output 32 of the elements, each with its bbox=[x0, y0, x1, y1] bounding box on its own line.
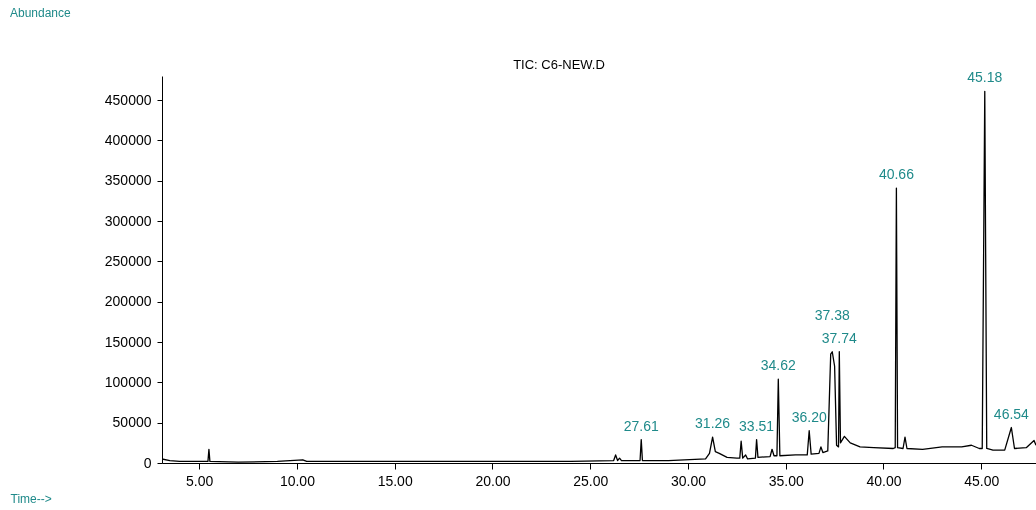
y-tick-label: 350000 bbox=[104, 172, 152, 189]
y-tick-label: 0 bbox=[143, 454, 152, 471]
text: Abundance bbox=[10, 6, 72, 20]
annotation: 31.26 bbox=[695, 415, 731, 432]
annotation: 27.61 bbox=[623, 417, 659, 434]
x-tick-label: 20.00 bbox=[475, 472, 511, 489]
chart-title: TIC: C6-NEW.D bbox=[513, 57, 605, 72]
y-tick-label: 400000 bbox=[104, 132, 152, 148]
x-axis-title: Time--> bbox=[10, 491, 52, 506]
x-tick-label: 35.00 bbox=[768, 472, 804, 489]
y-tick-label: 200000 bbox=[104, 293, 152, 310]
annotation: 33.51 bbox=[739, 417, 775, 434]
y-tick-label: 100000 bbox=[104, 373, 152, 390]
y-tick-label: 250000 bbox=[104, 252, 152, 269]
x-tick-label: 15.00 bbox=[377, 472, 413, 489]
y-tick-label: 300000 bbox=[104, 212, 152, 229]
x-tick-label: 5.00 bbox=[186, 472, 214, 489]
annotation: 45.18 bbox=[967, 69, 1003, 86]
annotation: 36.20 bbox=[791, 408, 827, 425]
annotation: 40.66 bbox=[878, 166, 915, 183]
y-tick-label: 450000 bbox=[104, 91, 152, 108]
annotation: 34.62 bbox=[760, 357, 797, 374]
annotation: 37.38 bbox=[814, 306, 850, 323]
annotation: 46.54 bbox=[993, 405, 1030, 422]
x-tick-label: 45.00 bbox=[964, 472, 1000, 489]
y-tick-label: 150000 bbox=[104, 333, 152, 350]
x-tick-label: 30.00 bbox=[670, 472, 707, 489]
y-tick-label: 50000 bbox=[112, 414, 152, 431]
x-tick-label: 10.00 bbox=[279, 472, 316, 489]
x-tick-label: 25.00 bbox=[573, 472, 609, 489]
annotation: 37.74 bbox=[821, 329, 858, 346]
x-tick-label: 40.00 bbox=[866, 472, 902, 489]
